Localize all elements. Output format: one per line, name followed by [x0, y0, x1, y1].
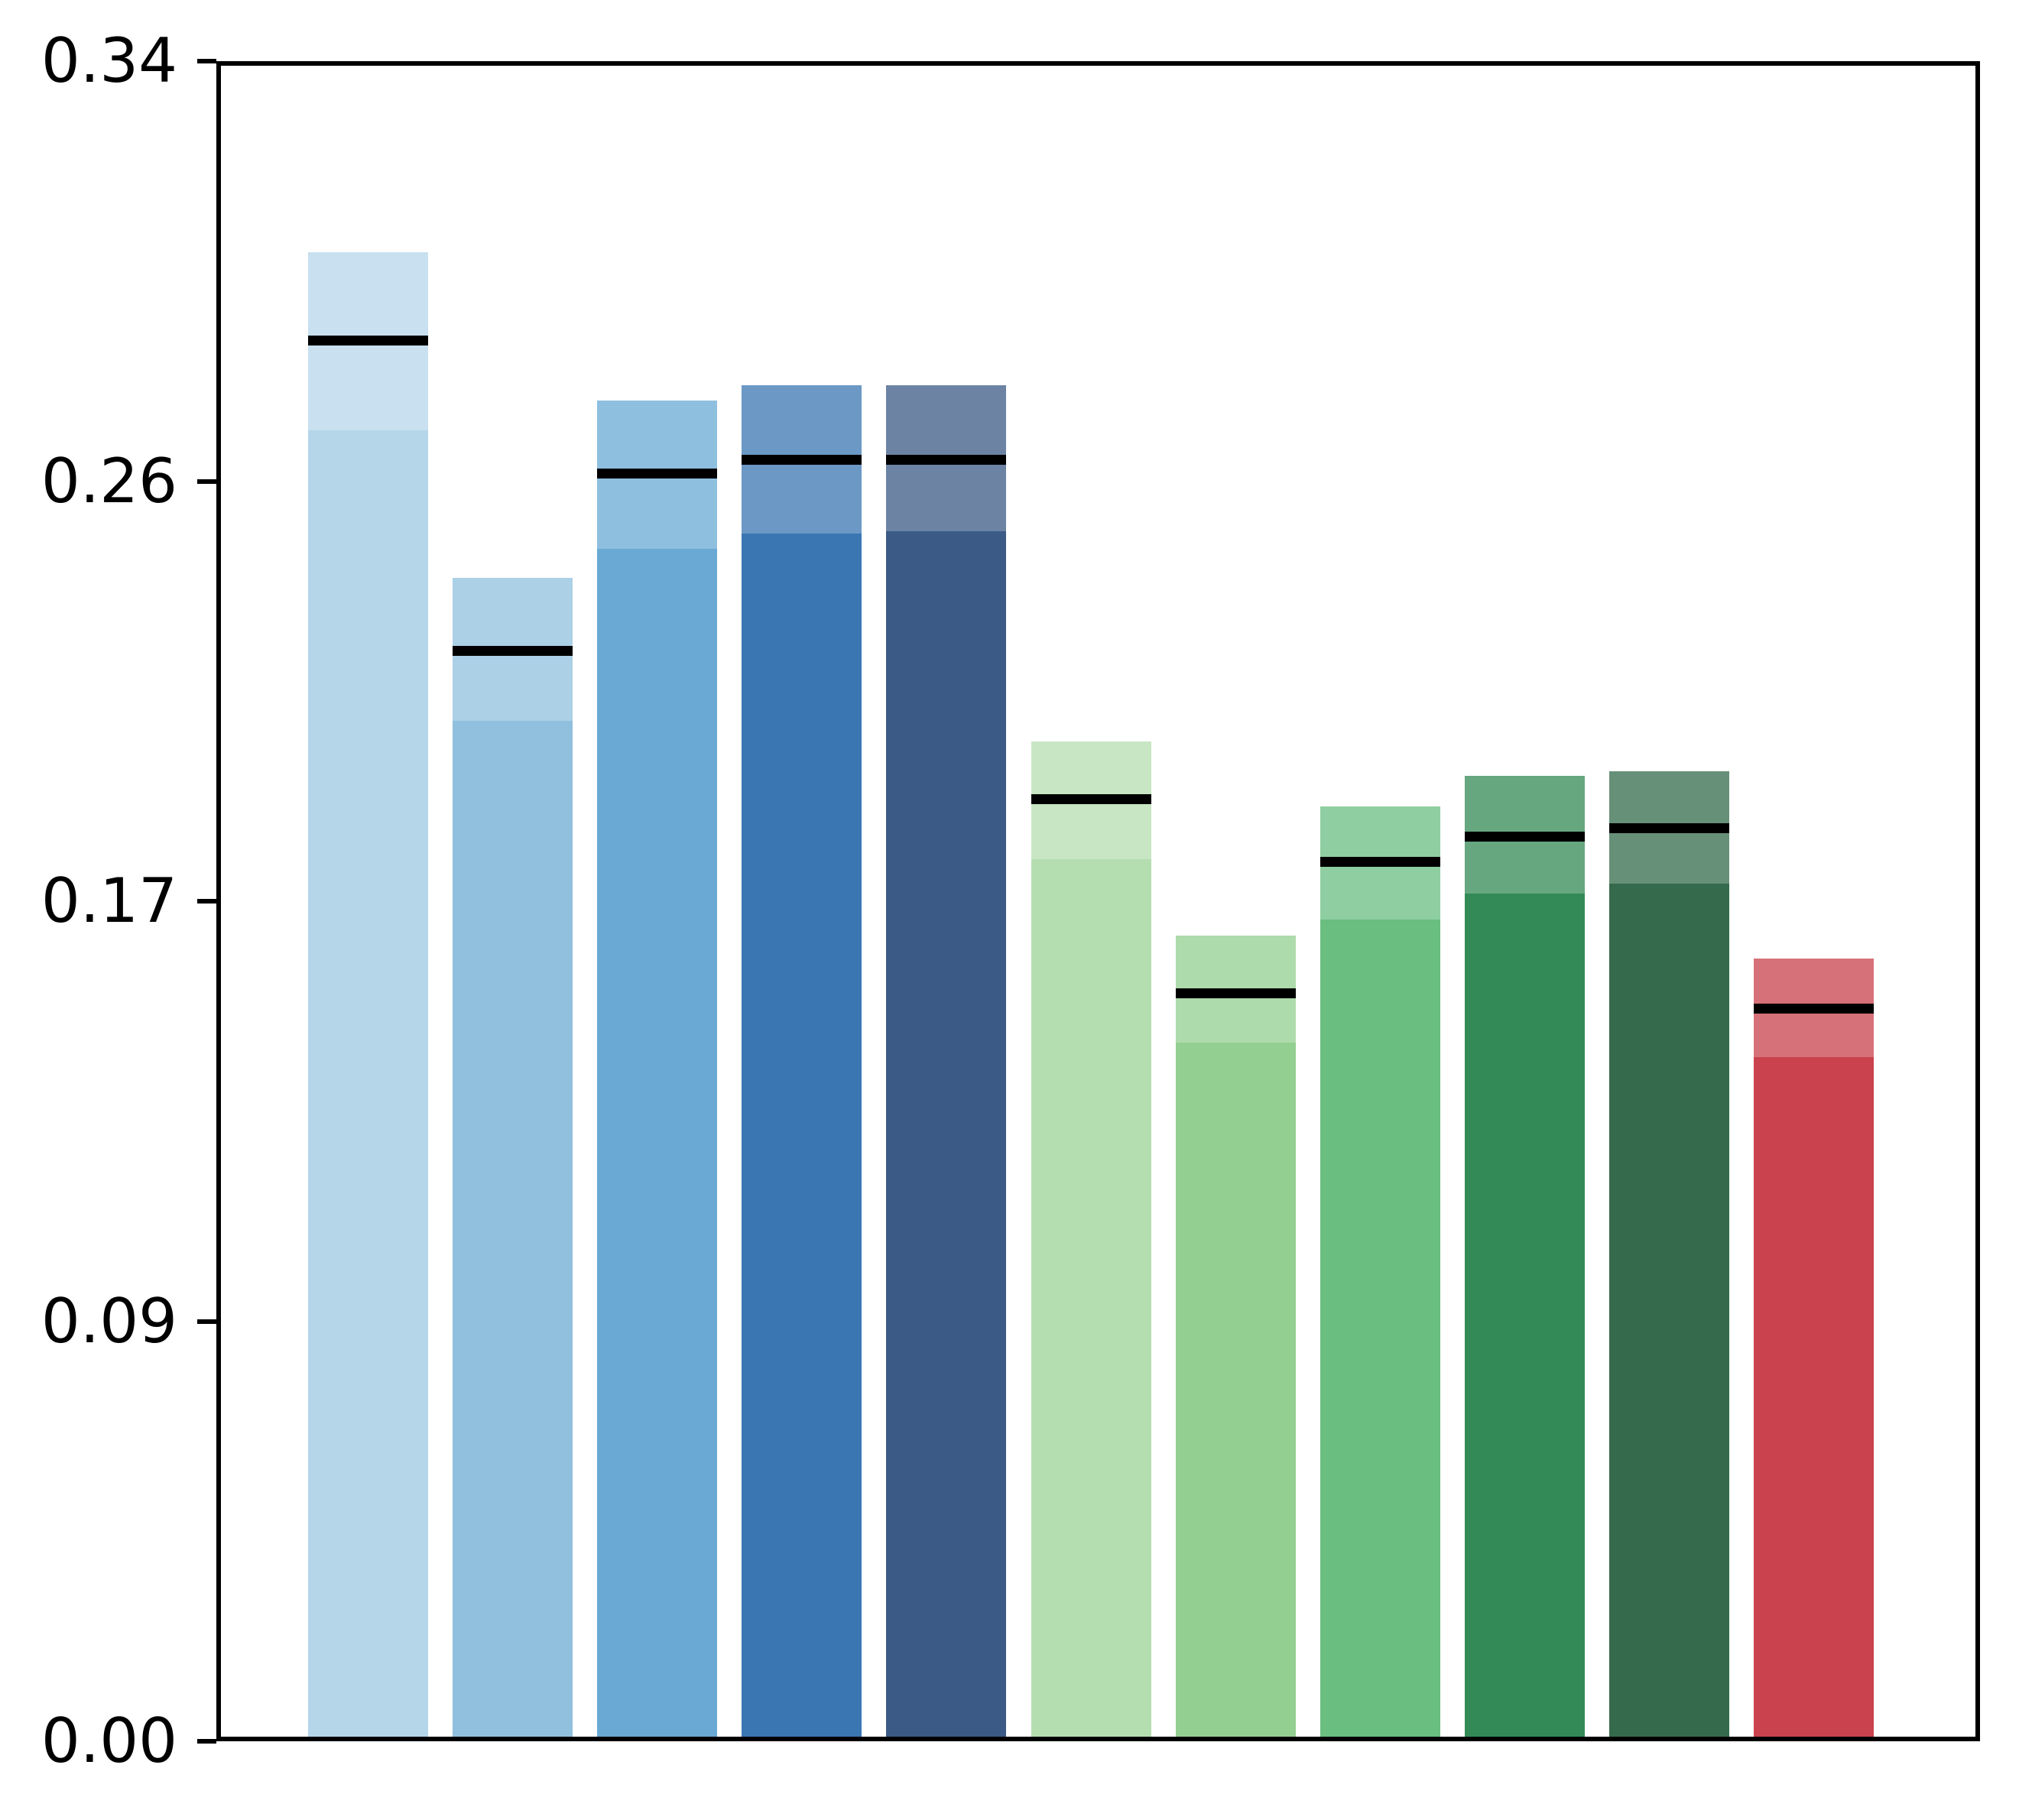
- y-tick-label-0.34: 0.34: [41, 25, 177, 96]
- bar-10-solid: [1609, 884, 1729, 1741]
- bar-2-solid: [453, 721, 573, 1741]
- bar-1-mean-line: [308, 336, 428, 346]
- bar-7-solid: [1176, 1043, 1296, 1741]
- bar-6-solid: [1031, 859, 1151, 1741]
- bar-1-solid: [308, 430, 428, 1741]
- y-tick-mark-0.17: [197, 899, 216, 904]
- y-tick-mark-0.34: [197, 59, 216, 63]
- bar-8-mean-line: [1320, 857, 1440, 867]
- bar-4-mean-line: [742, 455, 862, 465]
- bar-5-mean-line: [886, 455, 1006, 465]
- y-tick-label-0.26: 0.26: [41, 446, 177, 517]
- bar-11-solid: [1754, 1057, 1874, 1741]
- bar-4-solid: [742, 534, 862, 1741]
- bar-7-mean-line: [1176, 988, 1296, 998]
- y-tick-mark-0.26: [197, 479, 216, 484]
- bar-11-mean-line: [1754, 1004, 1874, 1014]
- bar-6-mean-line: [1031, 794, 1151, 804]
- bar-9-mean-line: [1465, 832, 1585, 842]
- bar-3-mean-line: [597, 469, 717, 479]
- bar-8-solid: [1320, 920, 1440, 1741]
- y-tick-label-0.09: 0.09: [41, 1286, 177, 1357]
- y-tick-mark-0.00: [197, 1739, 216, 1744]
- bar-2-mean-line: [453, 646, 573, 656]
- y-tick-mark-0.09: [197, 1319, 216, 1324]
- bar-9-solid: [1465, 894, 1585, 1741]
- bar-5-solid: [886, 531, 1006, 1741]
- y-tick-label-0.17: 0.17: [41, 865, 177, 936]
- bar-10-mean-line: [1609, 823, 1729, 833]
- plot-area: [216, 61, 1980, 1741]
- bar-3-solid: [597, 549, 717, 1741]
- y-tick-label-0.00: 0.00: [41, 1705, 177, 1776]
